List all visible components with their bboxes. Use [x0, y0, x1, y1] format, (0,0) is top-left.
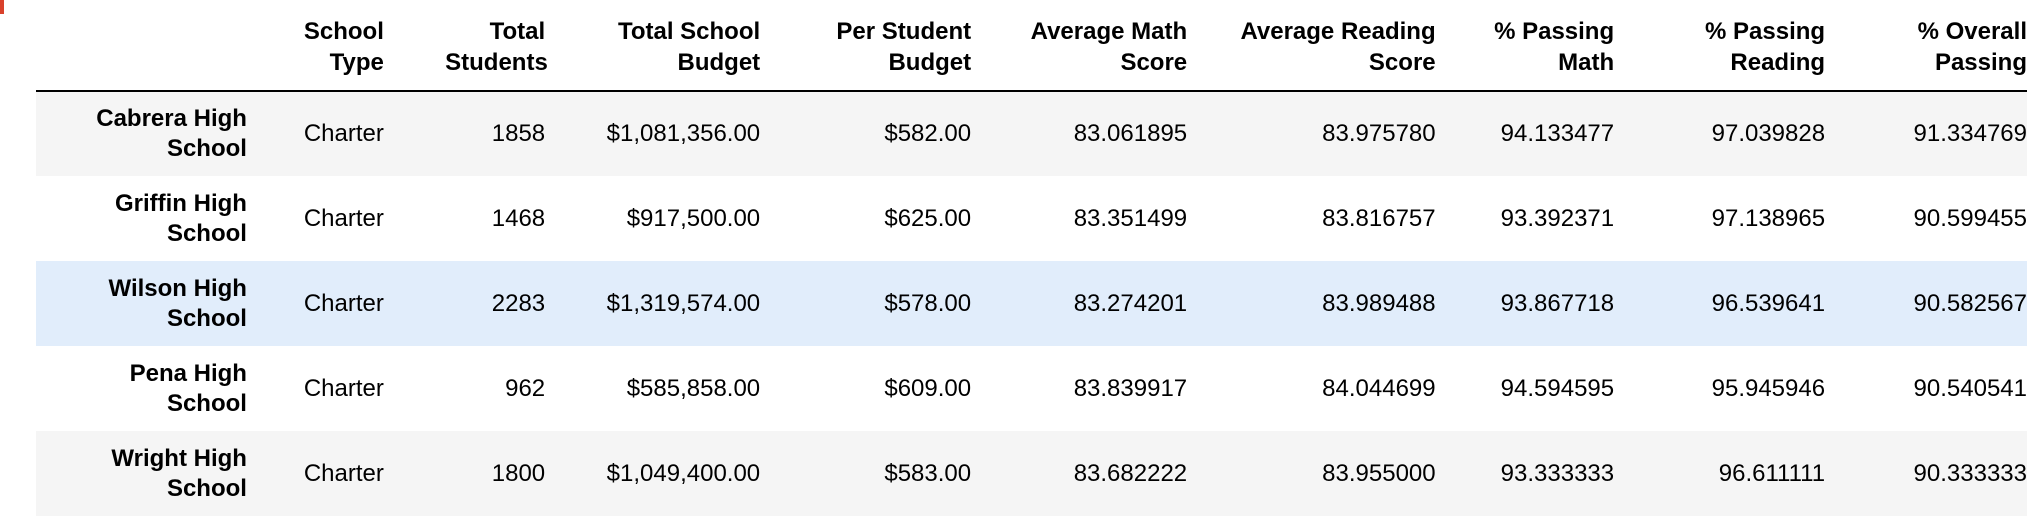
cell-total-students: 962 — [505, 374, 546, 402]
table-row[interactable]: Pena High School Charter 962 $585,858.00… — [36, 346, 2027, 431]
table-row[interactable]: Cabrera High School Charter 1858 $1,081,… — [36, 91, 2027, 176]
school-name: Wright High School — [111, 444, 247, 502]
cell-average-reading-score: 83.955000 — [1322, 459, 1436, 487]
cell-overall-passing: 90.582567 — [1913, 289, 2027, 317]
school-name: Wilson High School — [108, 274, 247, 332]
cell-passing-reading: 95.945946 — [1711, 374, 1826, 402]
cell-total-school-budget: $1,049,400.00 — [606, 459, 761, 487]
cell-per-student-budget: $582.00 — [884, 120, 972, 147]
cell-passing-reading: 97.138965 — [1711, 204, 1826, 232]
cell-per-student-budget: $609.00 — [884, 374, 972, 402]
cell-overall-passing: 91.334769 — [1913, 120, 2027, 147]
dataframe-output: School Type Total Students Total School … — [36, 4, 2027, 516]
cell-school-type: Charter — [303, 289, 384, 317]
cell-average-reading-score: 84.044699 — [1322, 374, 1436, 402]
column-header-label: Average Reading Score — [1240, 18, 1436, 76]
column-header-overall-passing[interactable]: % Overall Passing — [1825, 4, 2027, 92]
column-header-label: % Overall Passing — [1917, 18, 2027, 76]
cell-average-math-score: 83.274201 — [1073, 289, 1188, 317]
cell-overall-passing: 90.540541 — [1913, 374, 2027, 402]
cell-school-type: Charter — [303, 459, 384, 487]
cell-overall-passing: 90.599455 — [1913, 204, 2027, 232]
cell-per-student-budget: $625.00 — [884, 204, 972, 232]
cell-per-student-budget: $583.00 — [884, 459, 972, 487]
row-index-school: Pena High School — [36, 346, 247, 431]
cell-school-type: Charter — [303, 120, 384, 147]
cell-total-school-budget: $1,319,574.00 — [606, 289, 761, 317]
column-header-label: Average Math Score — [1030, 18, 1188, 76]
column-header-label: Total Students — [445, 18, 548, 76]
school-summary-table: School Type Total Students Total School … — [36, 4, 2027, 516]
row-index-school: Wright High School — [36, 431, 247, 516]
cell-total-students: 2283 — [491, 289, 546, 317]
table-row[interactable]: Wright High School Charter 1800 $1,049,4… — [36, 431, 2027, 516]
row-index-school: Cabrera High School — [36, 91, 247, 176]
column-header-label: % Passing Reading — [1705, 18, 1826, 76]
column-header-passing-math[interactable]: % Passing Math — [1435, 4, 1615, 92]
cell-passing-math: 93.392371 — [1500, 204, 1615, 232]
cell-passing-math: 93.333333 — [1500, 459, 1615, 487]
column-header-label: % Passing Math — [1494, 18, 1615, 76]
cell-average-math-score: 83.061895 — [1073, 120, 1188, 147]
cell-passing-math: 93.867718 — [1500, 289, 1615, 317]
column-header-passing-reading[interactable]: % Passing Reading — [1614, 4, 1826, 92]
header-row: School Type Total Students Total School … — [36, 4, 2027, 92]
cell-average-math-score: 83.682222 — [1073, 459, 1188, 487]
column-header-total-school-budget[interactable]: Total School Budget — [545, 4, 761, 92]
cell-total-students: 1858 — [491, 120, 546, 147]
cell-average-reading-score: 83.816757 — [1322, 204, 1436, 232]
cell-passing-math: 94.133477 — [1500, 120, 1615, 147]
cell-average-math-score: 83.839917 — [1073, 374, 1188, 402]
column-header-total-students[interactable]: Total Students — [383, 4, 548, 92]
table-row-highlighted[interactable]: Wilson High School Charter 2283 $1,319,5… — [36, 261, 2027, 346]
cell-total-school-budget: $585,858.00 — [626, 374, 761, 402]
output-prompt-marker — [0, 0, 4, 14]
cell-school-type: Charter — [303, 204, 384, 232]
school-name: Griffin High School — [114, 189, 247, 247]
index-header — [36, 4, 247, 92]
cell-average-reading-score: 83.989488 — [1322, 289, 1436, 317]
cell-passing-reading: 97.039828 — [1711, 120, 1826, 147]
row-index-school: Wilson High School — [36, 261, 247, 346]
column-header-label: Total School Budget — [617, 18, 761, 76]
column-header-label: Per Student Budget — [836, 18, 972, 76]
column-header-average-math-score[interactable]: Average Math Score — [971, 4, 1188, 92]
column-header-average-reading-score[interactable]: Average Reading Score — [1187, 4, 1436, 92]
cell-total-students: 1800 — [491, 459, 546, 487]
cell-average-reading-score: 83.975780 — [1322, 120, 1436, 147]
cell-total-students: 1468 — [491, 204, 546, 232]
cell-passing-math: 94.594595 — [1500, 374, 1615, 402]
column-header-label: School Type — [303, 18, 384, 76]
cell-total-school-budget: $917,500.00 — [626, 204, 761, 232]
cell-passing-reading: 96.611111 — [1718, 459, 1826, 487]
school-name: Cabrera High School — [96, 105, 247, 162]
cell-average-math-score: 83.351499 — [1073, 204, 1188, 232]
cell-overall-passing: 90.333333 — [1913, 459, 2027, 487]
row-index-school: Griffin High School — [36, 176, 247, 261]
cell-school-type: Charter — [303, 374, 384, 402]
table-row[interactable]: Griffin High School Charter 1468 $917,50… — [36, 176, 2027, 261]
column-header-per-student-budget[interactable]: Per Student Budget — [760, 4, 972, 92]
school-name: Pena High School — [129, 359, 247, 417]
cell-passing-reading: 96.539641 — [1711, 289, 1826, 317]
cell-per-student-budget: $578.00 — [884, 289, 972, 317]
cell-total-school-budget: $1,081,356.00 — [606, 120, 761, 147]
column-header-school-type[interactable]: School Type — [246, 4, 384, 92]
